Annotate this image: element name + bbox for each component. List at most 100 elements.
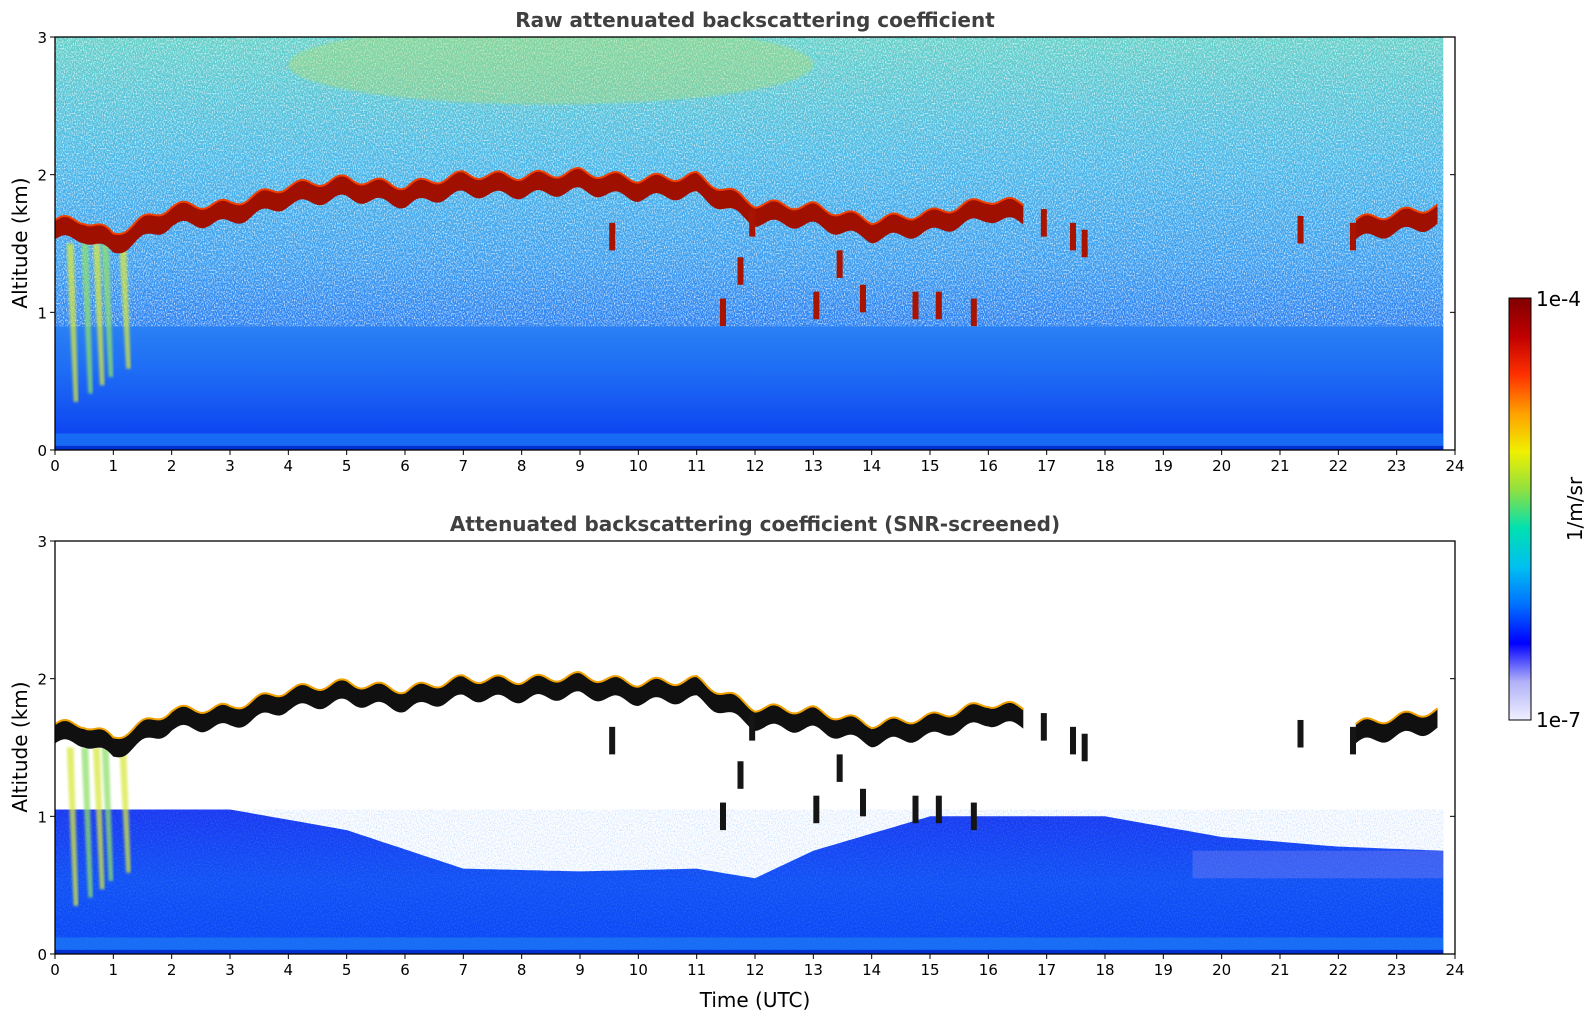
cloud-fragment	[836, 250, 843, 278]
x-tick-label: 7	[459, 961, 469, 979]
x-tick-label: 24	[1445, 961, 1464, 979]
fall-streak	[81, 243, 93, 394]
x-tick-label: 20	[1212, 457, 1231, 475]
cloud-layer	[1355, 204, 1438, 240]
x-tick-label: 6	[400, 961, 410, 979]
cloud-fragment	[609, 726, 616, 755]
cloud-layer	[55, 168, 1024, 254]
cloud-layer	[1355, 708, 1438, 744]
cloud-fragment	[720, 802, 726, 831]
x-tick-label: 24	[1445, 457, 1464, 475]
surface-layer-base	[55, 949, 1444, 954]
panel-screened-y-label: Altitude (km)	[8, 681, 32, 812]
fall-streak	[92, 747, 105, 890]
cloud-fragment	[1350, 726, 1356, 755]
cloud-layer-edge	[1355, 203, 1439, 221]
x-tick-label: 14	[862, 457, 881, 475]
x-tick-label: 2	[167, 457, 177, 475]
x-tick-label: 5	[342, 457, 352, 475]
x-tick-label: 23	[1387, 961, 1406, 979]
cloud-fragment	[1350, 222, 1356, 251]
x-tick-label: 13	[804, 961, 823, 979]
panel-raw-y-label: Altitude (km)	[8, 177, 32, 308]
y-tick-label: 1	[37, 808, 47, 826]
panel-raw-y-axis: 0 1 2 3	[37, 29, 1455, 460]
x-tick-label: 9	[575, 457, 585, 475]
x-tick-label: 2	[167, 961, 177, 979]
x-tick-label: 13	[804, 457, 823, 475]
fall-streak	[66, 747, 79, 906]
fall-streak	[101, 747, 114, 882]
cloud-layer-edge	[1355, 707, 1439, 725]
x-tick-label: 0	[50, 457, 60, 475]
screened-boundary-texture	[55, 809, 1444, 954]
cloud-layer	[55, 672, 1024, 758]
colorbar-max-label: 1e-4	[1536, 287, 1581, 311]
x-tick-label: 7	[459, 457, 469, 475]
screened-residual-layer	[1192, 850, 1444, 879]
x-tick-label: 12	[745, 457, 764, 475]
x-tick-label: 14	[862, 961, 881, 979]
panel-raw: Raw attenuated backscattering coefficien…	[8, 8, 1465, 475]
cloud-fragment	[935, 795, 942, 824]
cloud-fragment	[1297, 719, 1304, 748]
x-tick-label: 21	[1270, 961, 1289, 979]
x-tick-label: 4	[284, 457, 294, 475]
cloud-fragment	[737, 257, 744, 285]
x-tick-label: 18	[1095, 961, 1114, 979]
cloud-fragment	[813, 291, 820, 320]
x-tick-label: 10	[629, 457, 648, 475]
cloud-fragment	[836, 754, 843, 782]
cloud-fragment	[609, 222, 616, 251]
panel-raw-x-axis: 0 1 2 3 4 5 6 7 8 9 10 11 12 13 14 15 16 17 18 19 20 21 22 23 24	[50, 450, 1465, 475]
cloud-fragment	[860, 284, 866, 313]
cloud-fragment	[1297, 215, 1304, 244]
cloud-layer-edge	[55, 166, 1024, 236]
x-tick-label: 18	[1095, 457, 1114, 475]
x-tick-label: 15	[920, 457, 939, 475]
x-tick-label: 8	[517, 457, 527, 475]
cloud-fragment	[970, 802, 977, 831]
cloud-fragment	[1070, 222, 1076, 251]
panel-screened-x-axis: 0 1 2 3 4 5 6 7 8 9 10 11 12 13 14 15 16 17 18 19 20 21 22 23 24	[50, 954, 1465, 979]
x-tick-label: 3	[225, 457, 235, 475]
fall-streak	[92, 243, 105, 386]
fall-streak	[81, 747, 93, 898]
x-tick-label: 22	[1329, 457, 1348, 475]
fall-streak	[119, 747, 131, 873]
colorbar-gradient	[1508, 297, 1532, 721]
colorbar-min-label: 1e-7	[1536, 708, 1581, 732]
y-tick-label: 0	[37, 946, 47, 964]
y-tick-label: 2	[37, 167, 47, 185]
x-tick-label: 5	[342, 961, 352, 979]
panel-screened: Attenuated backscattering coefficient (S…	[8, 512, 1465, 1012]
fall-streak	[119, 243, 131, 369]
y-tick-label: 2	[37, 671, 47, 689]
panel-screened-y-axis: 0 1 2 3	[37, 533, 1455, 964]
panel-screened-title: Attenuated backscattering coefficient (S…	[450, 512, 1060, 536]
y-tick-label: 1	[37, 304, 47, 322]
x-tick-label: 6	[400, 457, 410, 475]
cloud-fragment	[737, 761, 744, 789]
y-tick-label: 3	[37, 29, 47, 47]
x-tick-label: 11	[687, 961, 706, 979]
x-tick-label: 12	[745, 961, 764, 979]
panel-raw-title: Raw attenuated backscattering coefficien…	[515, 8, 995, 32]
colorbar-unit-label: 1/m/sr	[1563, 476, 1587, 541]
y-tick-label: 3	[37, 533, 47, 551]
x-tick-label: 16	[979, 457, 998, 475]
cloud-fragment	[749, 713, 756, 741]
fall-streak	[101, 243, 114, 378]
cloud-fragment	[1081, 229, 1088, 258]
x-tick-label: 1	[109, 961, 119, 979]
x-tick-label: 23	[1387, 457, 1406, 475]
x-tick-label: 11	[687, 457, 706, 475]
cloud-fragment	[912, 291, 919, 320]
fall-streak	[66, 243, 79, 402]
x-tick-label: 19	[1154, 457, 1173, 475]
x-tick-label: 3	[225, 961, 235, 979]
panel-screened-heatmap	[55, 541, 1455, 954]
x-tick-label: 8	[517, 961, 527, 979]
cloud-fragment	[720, 298, 726, 327]
x-tick-label: 16	[979, 961, 998, 979]
